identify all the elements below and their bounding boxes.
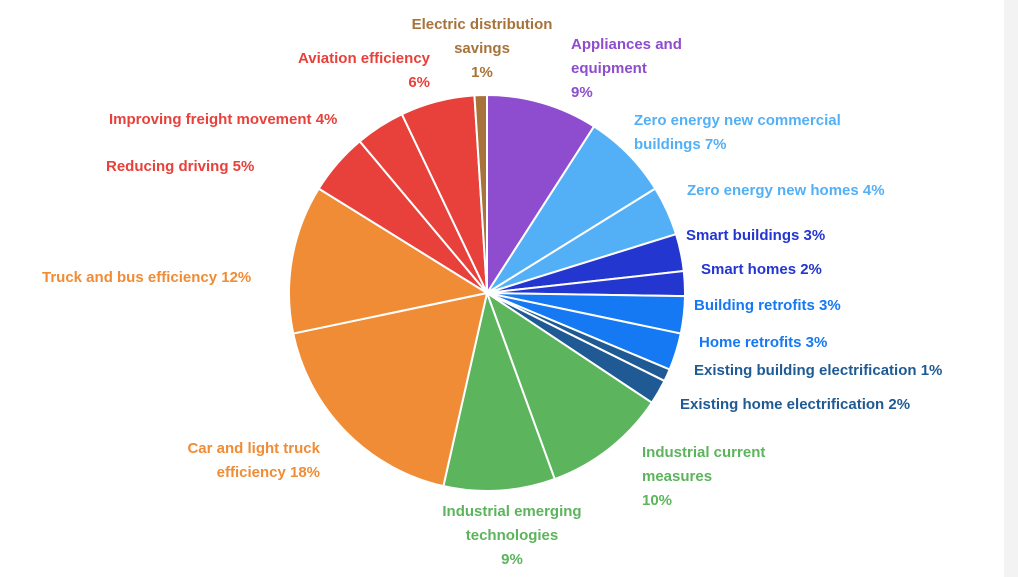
label-industrial-emerging-technologies: Industrial emerging technologies 9%	[442, 503, 582, 568]
pie-slice-electric-distribution-savings	[473, 94, 488, 294]
label-smart-buildings: Smart buildings 3%	[686, 227, 826, 244]
window-edge	[1004, 0, 1018, 577]
pie-slice-appliances-and-equipment	[486, 94, 596, 294]
label-car-light-truck-efficiency: Car and light truck efficiency 18%	[187, 440, 320, 481]
label-improving-freight-movement: Improving freight movement 4%	[109, 111, 338, 128]
label-existing-home-electrification: Existing home electrification 2%	[680, 396, 911, 413]
label-aviation-efficiency: Aviation efficiency 6%	[298, 50, 430, 91]
label-electric-distribution-savings: Electric distribution savings 1%	[411, 16, 553, 81]
label-building-retrofits: Building retrofits 3%	[694, 297, 841, 314]
label-zero-energy-commercial: Zero energy new commercial buildings 7%	[634, 112, 841, 153]
label-reducing-driving: Reducing driving 5%	[106, 158, 255, 175]
pie-slice-industrial-current-measures	[486, 292, 653, 481]
pie-slice-industrial-emerging-technologies	[442, 292, 556, 492]
pie-slice-truck-and-bus-efficiency	[288, 187, 488, 335]
label-truck-bus-efficiency: Truck and bus efficiency 12%	[42, 269, 252, 286]
label-smart-homes: Smart homes 2%	[701, 261, 822, 278]
label-existing-building-electrification: Existing building electrification 1%	[694, 362, 943, 379]
pie-slice-car-and-light-truck-efficiency	[292, 292, 488, 488]
label-home-retrofits: Home retrofits 3%	[699, 334, 828, 351]
label-appliances-equipment: Appliances and equipment 9%	[571, 36, 682, 101]
label-industrial-current-measures: Industrial current measures 10%	[642, 444, 766, 509]
label-zero-energy-homes: Zero energy new homes 4%	[687, 182, 885, 199]
